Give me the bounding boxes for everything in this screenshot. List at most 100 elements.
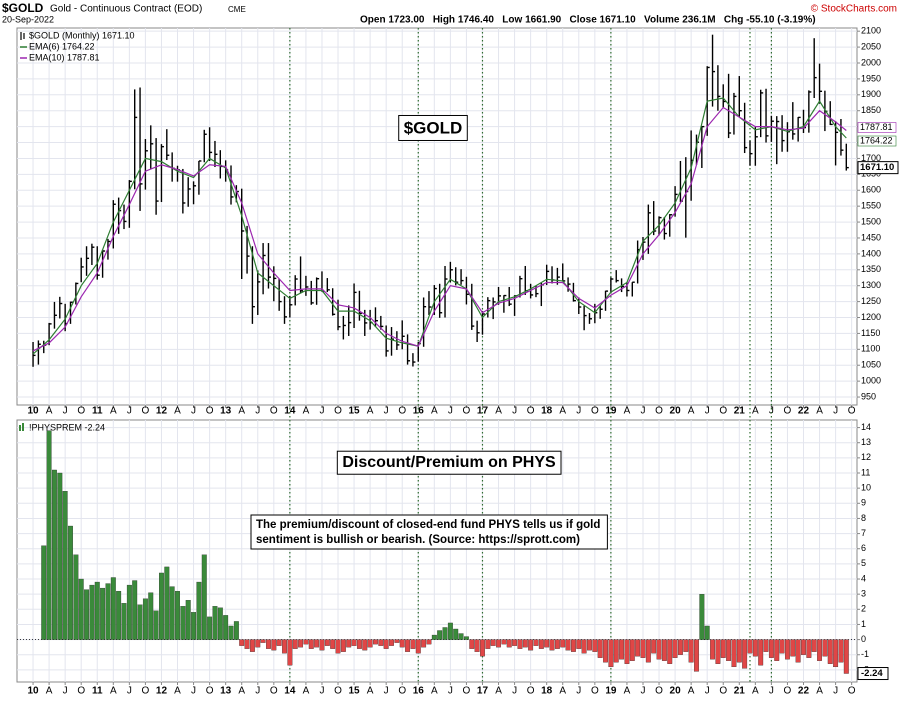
- x-tick-label: A: [303, 406, 310, 417]
- y-tick-label: 9: [861, 498, 866, 508]
- legend-icon: [20, 32, 25, 40]
- bar: [661, 639, 667, 661]
- bar: [806, 639, 812, 658]
- x-tick-label: J: [512, 406, 517, 417]
- x-tick-label: 21: [734, 406, 746, 417]
- bar: [308, 639, 314, 649]
- bar: [490, 639, 496, 646]
- y-tick-label: 1950: [861, 73, 881, 83]
- y-tick-label: 2100: [861, 26, 881, 36]
- x-tick-label: 14: [284, 406, 296, 417]
- bar: [180, 606, 186, 640]
- y-tick-label: 7: [861, 528, 866, 538]
- bar: [314, 639, 320, 648]
- x-tick-label: O: [591, 686, 599, 697]
- bar: [554, 639, 560, 649]
- bar: [710, 639, 715, 660]
- bar: [233, 621, 239, 640]
- y-tick-label: 1350: [861, 264, 881, 274]
- ema-line: [32, 97, 847, 355]
- bar: [228, 625, 234, 640]
- bar: [667, 639, 673, 664]
- ema-line: [32, 106, 847, 352]
- bar: [763, 639, 769, 652]
- note-line: The premium/discount of closed-end fund …: [256, 519, 600, 531]
- bar: [68, 525, 73, 640]
- bar: [784, 639, 790, 660]
- x-tick-label: J: [640, 406, 645, 417]
- bar: [271, 639, 277, 651]
- bar: [694, 639, 699, 672]
- x-tick-label: 15: [349, 686, 361, 697]
- bar: [528, 639, 534, 651]
- bar: [538, 639, 544, 649]
- x-tick-label: O: [206, 686, 214, 697]
- bar: [169, 586, 175, 640]
- bar: [581, 639, 587, 654]
- x-tick-label: J: [640, 686, 645, 697]
- x-tick-label: A: [174, 686, 181, 697]
- y-tick-label: 10: [861, 483, 871, 493]
- bar: [843, 639, 849, 674]
- bar: [212, 606, 218, 640]
- bar: [463, 636, 469, 640]
- x-tick-label: J: [576, 406, 581, 417]
- x-tick-label: A: [303, 686, 310, 697]
- x-tick-label: O: [527, 406, 535, 417]
- y-tick-label: 4: [861, 573, 866, 583]
- legend-label: EMA(6) 1764.22: [29, 41, 95, 51]
- x-tick-label: A: [46, 406, 53, 417]
- y-tick-label: 8: [861, 513, 866, 523]
- x-tick-label: J: [127, 686, 132, 697]
- bar: [244, 639, 250, 649]
- bar: [389, 639, 394, 646]
- bar: [726, 639, 732, 661]
- x-tick-label: A: [816, 686, 823, 697]
- bar: [645, 639, 651, 663]
- bar: [351, 639, 357, 646]
- y-tick-label: 1: [861, 619, 866, 629]
- last-value-label: -2.24: [861, 668, 883, 679]
- bar: [346, 639, 352, 648]
- bar: [683, 639, 689, 652]
- bar: [506, 639, 512, 648]
- x-tick-label: J: [191, 686, 196, 697]
- x-tick-label: A: [688, 406, 695, 417]
- x-tick-label: A: [752, 406, 759, 417]
- x-tick-label: A: [752, 686, 759, 697]
- bar: [303, 639, 309, 645]
- x-tick-label: A: [238, 406, 245, 417]
- legend-icon: [19, 425, 21, 431]
- x-tick-label: J: [705, 686, 710, 697]
- bar: [817, 639, 822, 661]
- x-tick-label: J: [384, 686, 389, 697]
- bar: [704, 625, 710, 640]
- bar: [410, 639, 416, 649]
- bar: [57, 472, 63, 640]
- x-tick-label: O: [398, 686, 406, 697]
- bar: [533, 639, 539, 646]
- x-tick-label: A: [624, 686, 631, 697]
- bar: [437, 630, 443, 640]
- bar: [405, 639, 411, 652]
- bar: [768, 639, 774, 658]
- y-tick-label: 1550: [861, 201, 881, 211]
- bar: [110, 577, 116, 640]
- x-tick-label: A: [495, 686, 502, 697]
- bar: [795, 639, 801, 663]
- bar: [592, 639, 598, 652]
- x-tick-label: O: [142, 686, 150, 697]
- y-tick-label: -1: [861, 649, 869, 659]
- bar: [378, 639, 384, 646]
- bar: [635, 639, 641, 657]
- note-box: [250, 514, 608, 550]
- y-tick-label: 5: [861, 558, 866, 568]
- bar: [52, 469, 57, 640]
- bar: [292, 639, 298, 649]
- bar: [137, 604, 143, 640]
- x-tick-label: O: [463, 686, 471, 697]
- x-tick-label: 18: [541, 686, 553, 697]
- bar: [105, 583, 111, 640]
- bar: [603, 639, 608, 663]
